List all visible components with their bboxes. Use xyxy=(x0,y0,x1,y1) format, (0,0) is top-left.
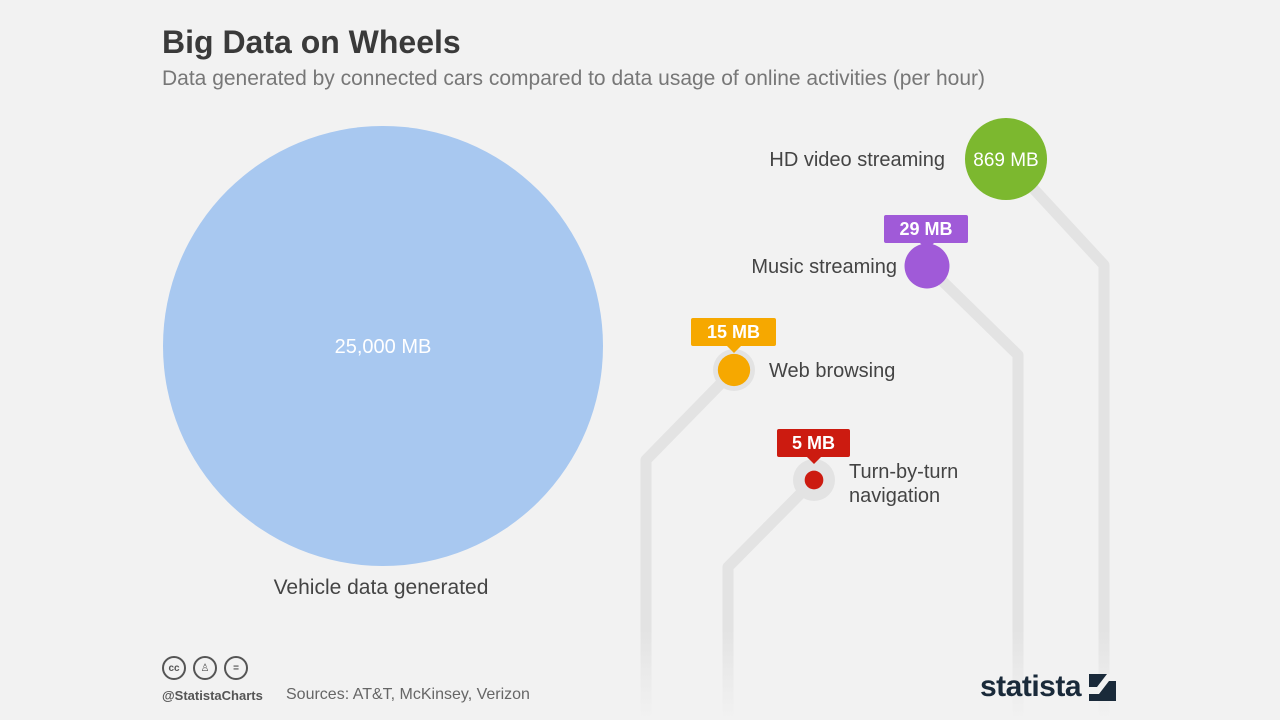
category-label-turn-by-turn-navigation: Turn-by-turn navigation xyxy=(849,461,958,507)
value-label-turn-by-turn-navigation: 5 MB xyxy=(792,433,835,453)
connector-line-hd-video-streaming xyxy=(1001,155,1110,720)
connector-line-music-streaming xyxy=(923,262,1024,720)
brand-mark-icon xyxy=(1089,673,1117,701)
brand-name: statista xyxy=(980,670,1082,703)
chart-title: Big Data on Wheels xyxy=(162,24,461,60)
nd-icon: = xyxy=(224,656,248,680)
value-tag-pointer-web-browsing xyxy=(727,346,741,353)
sources-text: Sources: AT&T, McKinsey, Verizon xyxy=(286,686,530,703)
bubble-music-streaming xyxy=(904,243,950,289)
value-tag-music-streaming xyxy=(884,215,968,243)
category-label-vehicle-data-generated: Vehicle data generated xyxy=(274,576,489,599)
value-label-music-streaming: 29 MB xyxy=(899,219,952,239)
value-tag-pointer-music-streaming xyxy=(920,243,934,250)
bubble-turn-by-turn-navigation xyxy=(804,470,824,490)
value-label-web-browsing: 15 MB xyxy=(707,322,760,342)
by-icon: ♙ xyxy=(193,656,217,680)
credit-text[interactable]: @StatistaCharts xyxy=(162,688,263,703)
value-tag-turn-by-turn-navigation xyxy=(777,429,850,457)
value-label-vehicle-data-generated: 25,000 MB xyxy=(335,336,432,358)
value-label-hd-video-streaming: 869 MB xyxy=(973,150,1038,171)
license-icons: cc ♙ = xyxy=(162,656,248,680)
bubble-hd-video-streaming xyxy=(964,117,1048,201)
value-tag-pointer-turn-by-turn-navigation xyxy=(807,457,821,464)
cc-icon: cc xyxy=(162,656,186,680)
connector-fade xyxy=(620,630,1120,720)
chart-subtitle: Data generated by connected cars compare… xyxy=(162,67,985,90)
statista-logo[interactable]: statista xyxy=(980,670,1117,704)
category-label-web-browsing: Web browsing xyxy=(769,360,895,382)
bubble-vehicle-data-generated xyxy=(163,126,603,566)
category-label-music-streaming: Music streaming xyxy=(751,256,897,278)
category-label-hd-video-streaming: HD video streaming xyxy=(769,149,945,171)
bubble-web-browsing xyxy=(717,353,751,387)
value-tag-web-browsing xyxy=(691,318,776,346)
